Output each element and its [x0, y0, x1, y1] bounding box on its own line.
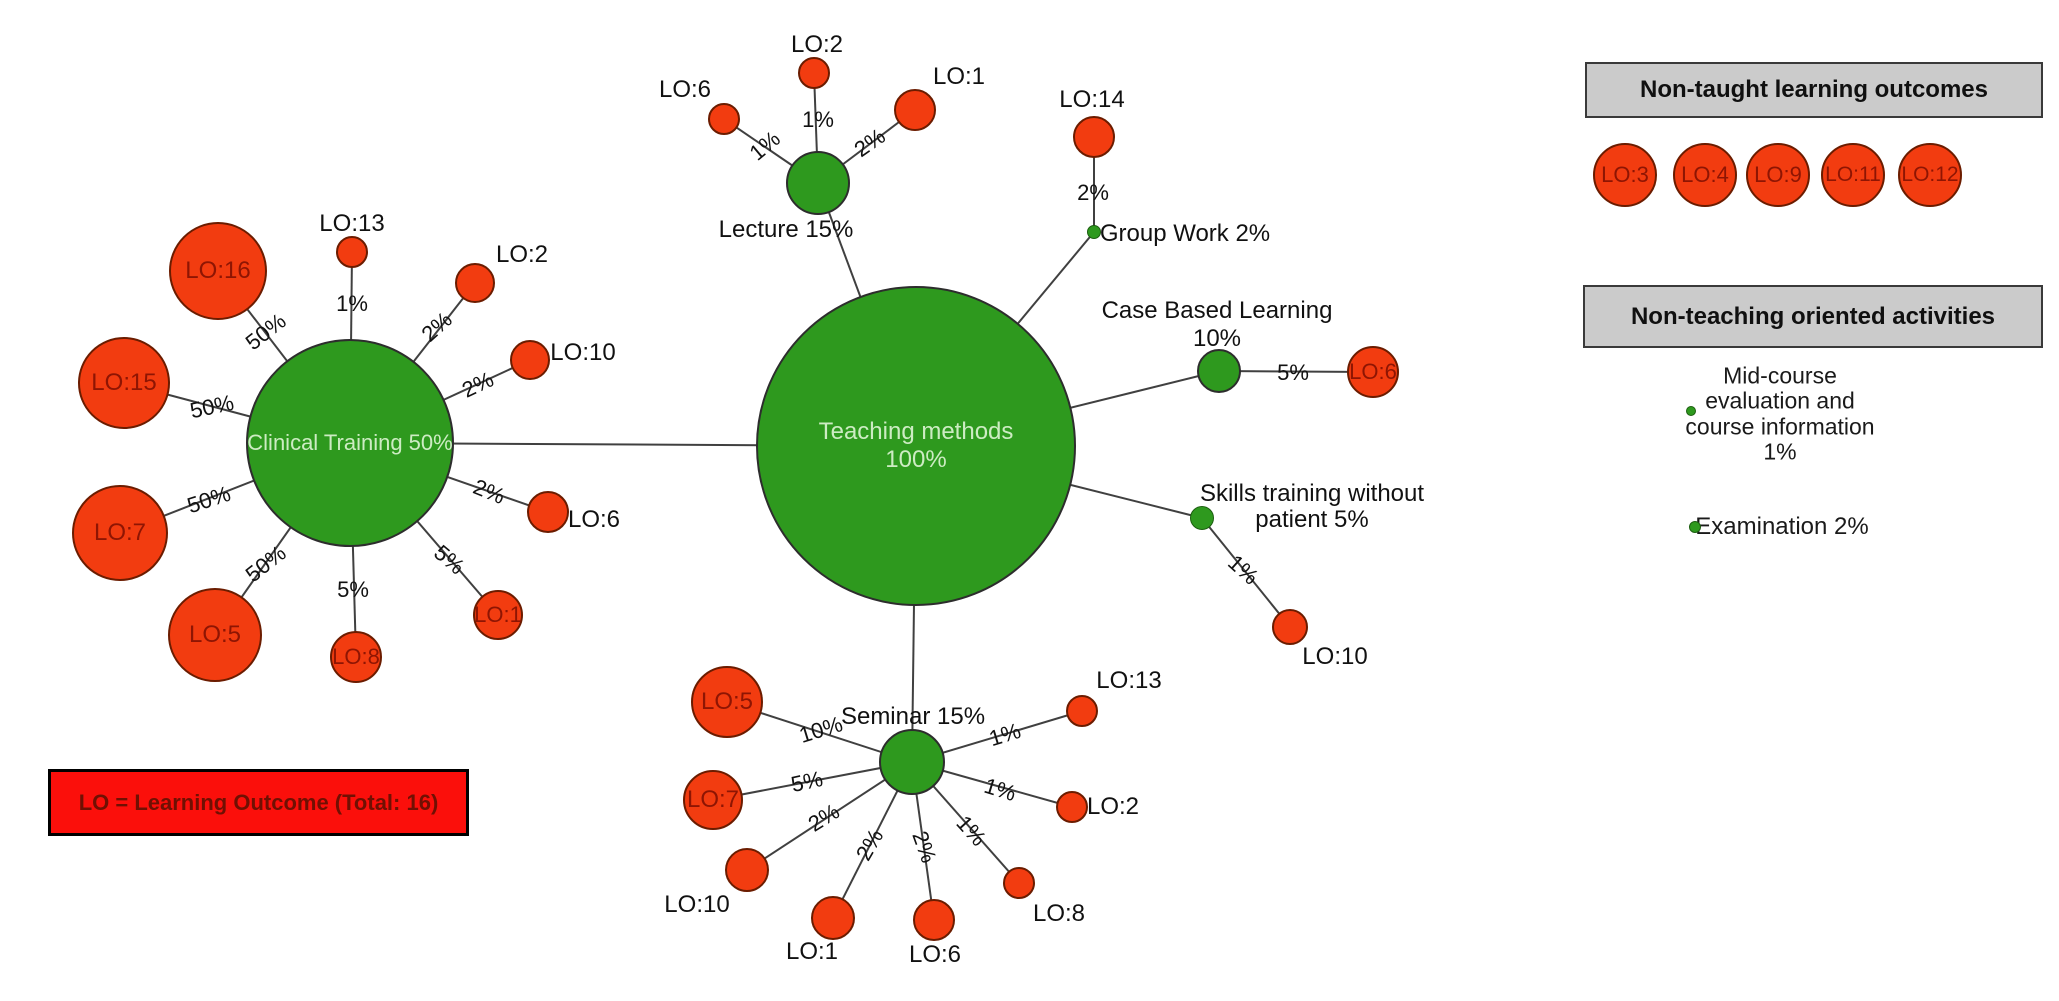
- edge-clinical-c-lo16: [217, 270, 351, 444]
- edge-seminar-se-lo1: [832, 761, 913, 919]
- non-teaching-activities-header: Non-teaching oriented activities: [1583, 285, 2043, 348]
- edge-teaching-lecture: [817, 182, 917, 447]
- edge-lecture-l-lo2: [813, 72, 819, 184]
- edge-clinical-c-lo13: [349, 251, 353, 444]
- edge-lecture-l-lo1: [817, 109, 916, 184]
- edge-clinical-c-lo10: [349, 359, 531, 444]
- edge-clinical-c-lo8: [349, 442, 357, 658]
- non-taught-outcomes-title: Non-taught learning outcomes: [1640, 76, 1988, 103]
- edge-teaching-seminar: [911, 445, 917, 763]
- edge-teaching-groupwork: [915, 231, 1095, 447]
- legend-text: LO = Learning Outcome (Total: 16): [78, 789, 439, 815]
- edge-skills-s-lo10: [1201, 517, 1291, 628]
- edge-teaching-cbl: [915, 370, 1220, 447]
- midcourse-line-3: course information: [1685, 413, 1875, 440]
- midcourse-line-4: 1%: [1763, 438, 1797, 465]
- edge-teaching-skills: [915, 445, 1203, 519]
- edge-seminar-se-lo2: [911, 761, 1073, 808]
- edge-lecture-l-lo6: [723, 118, 819, 184]
- edge-teaching-clinical: [349, 442, 917, 447]
- edge-seminar-se-lo5: [726, 701, 913, 763]
- midcourse-line-1: Mid-course: [1723, 362, 1837, 389]
- edge-clinical-c-lo15: [123, 382, 351, 444]
- edge-seminar-se-lo13: [911, 710, 1083, 763]
- edge-cbl-cb-lo6: [1218, 370, 1374, 373]
- edge-clinical-c-lo5: [214, 442, 351, 636]
- non-taught-outcomes-header: Non-taught learning outcomes: [1585, 62, 2043, 118]
- edge-seminar-se-lo7: [712, 761, 913, 801]
- non-teaching-activities-title: Non-teaching oriented activities: [1630, 302, 1996, 330]
- examination-label: Examination 2%: [1695, 513, 1869, 540]
- edge-seminar-se-lo8: [911, 761, 1020, 884]
- edge-seminar-se-lo6: [911, 761, 935, 921]
- midcourse-line-2: evaluation and: [1705, 387, 1855, 414]
- edge-clinical-c-lo2: [349, 282, 476, 444]
- legend-box: LO = Learning Outcome (Total: 16): [48, 769, 469, 836]
- edge-clinical-c-lo7: [119, 442, 351, 534]
